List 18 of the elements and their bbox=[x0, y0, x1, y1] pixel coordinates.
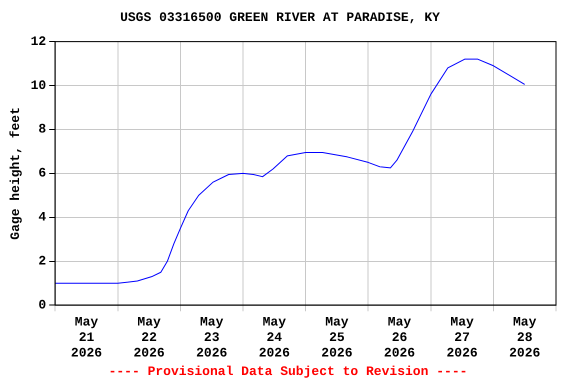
y-tick-label: 6 bbox=[38, 166, 46, 181]
y-tick-label: 2 bbox=[38, 254, 46, 269]
x-tick-label: May 24 2026 bbox=[258, 314, 290, 360]
y-tick-label: 8 bbox=[38, 122, 46, 137]
x-tick-label: May 27 2026 bbox=[446, 314, 478, 360]
y-axis-title: Gage height, feet bbox=[8, 107, 24, 240]
x-tick-label: May 25 2026 bbox=[321, 314, 353, 360]
y-tick-label: 4 bbox=[38, 210, 46, 225]
x-tick-label: May 28 2026 bbox=[509, 314, 540, 360]
y-tick-label: 12 bbox=[30, 34, 46, 49]
y-tick-label: 0 bbox=[38, 297, 46, 312]
x-tick-label: May 22 2026 bbox=[133, 314, 165, 360]
x-tick-label: May 26 2026 bbox=[384, 314, 416, 360]
text: ---- Provisional Data Subject to Revision ---- bbox=[108, 364, 468, 379]
y-tick-label: 10 bbox=[30, 78, 46, 93]
x-tick-label: May 23 2026 bbox=[196, 314, 228, 360]
x-tick-label: May 21 2026 bbox=[70, 314, 102, 360]
chart-title: USGS 03316500 GREEN RIVER AT PARADISE, KY bbox=[120, 10, 440, 26]
